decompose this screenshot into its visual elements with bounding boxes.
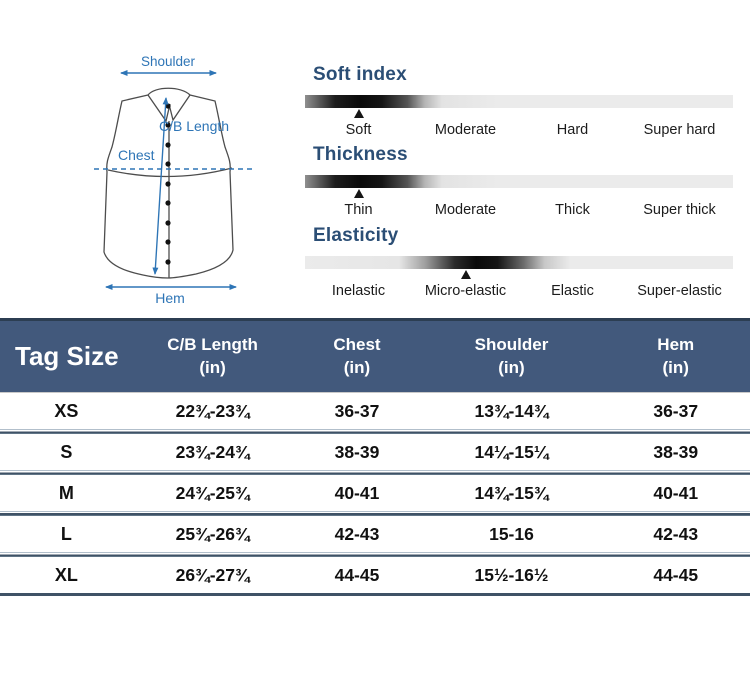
shirt-diagram: Shoulder C/B Length Chest Hem <box>94 54 253 306</box>
table-row-l: L 25¾-26¾ 42-43 15-16 42-43 <box>0 516 750 552</box>
cell-hem: 38-39 <box>653 441 699 462</box>
cell-size: L <box>60 523 72 544</box>
scale-label: Moderate <box>434 122 497 138</box>
scale-soft-index: Soft index Soft Moderate Hard Super hard <box>305 63 733 138</box>
table-row-s: S 23¾-24¾ 38-39 14¼-15¼ 38-39 <box>0 434 750 470</box>
soft-index-gradient-bar <box>305 95 733 108</box>
scale-label: Thick <box>555 202 590 218</box>
row-divider <box>0 470 750 475</box>
header-cell-tag-size: Tag Size <box>0 321 133 392</box>
cell-hem: 44-45 <box>653 564 699 585</box>
scale-label: Soft <box>345 122 372 138</box>
cell-cb-length: 24¾-25¾ <box>175 482 250 503</box>
cell-shoulder: 14¼-15¼ <box>474 441 549 462</box>
tag-size-header-label: Tag Size <box>15 340 119 371</box>
table-bottom-rule <box>0 593 750 596</box>
cell-chest: 44-45 <box>334 564 380 585</box>
column-label: Shoulder <box>474 335 549 355</box>
cell-cb-length: 22¾-23¾ <box>175 400 250 421</box>
cell-chest: 40-41 <box>334 482 380 503</box>
thickness-marker-icon <box>353 189 364 198</box>
header-cell-hem: Hem (in) <box>601 321 749 392</box>
scale-label: Hard <box>556 122 589 138</box>
column-unit: (in) <box>498 357 525 377</box>
scale-label: Micro-elastic <box>424 283 507 299</box>
cell-size: XS <box>54 400 79 421</box>
row-divider <box>0 552 750 557</box>
thickness-gradient-bar <box>305 175 733 188</box>
cell-shoulder: 15-16 <box>489 523 534 544</box>
cell-hem: 36-37 <box>653 400 699 421</box>
cell-size: S <box>60 441 73 462</box>
cell-hem: 42-43 <box>653 523 699 544</box>
cell-chest: 42-43 <box>334 523 380 544</box>
cell-chest: 38-39 <box>334 441 380 462</box>
table-row-m: M 24¾-25¾ 40-41 14¾-15¾ 40-41 <box>0 475 750 511</box>
scale-label: Moderate <box>434 202 497 218</box>
cb-length-measure-arrow <box>152 97 169 275</box>
column-unit: (in) <box>662 357 689 377</box>
scale-labels: Thin Moderate Thick Super thick <box>305 202 733 218</box>
scale-title: Soft index <box>313 64 407 85</box>
scale-title: Thickness <box>313 144 408 165</box>
table-row-xl: XL 26¾-27¾ 44-45 15½-16½ 44-45 <box>0 557 750 593</box>
size-table: Tag Size C/B Length (in) Chest (in) Shou… <box>0 318 750 596</box>
header-cell-shoulder: Shoulder (in) <box>421 321 601 392</box>
scale-thickness: Thickness Thin Moderate Thick Super thic… <box>305 143 733 218</box>
hem-label: Hem <box>155 290 185 306</box>
cell-shoulder: 15½-16½ <box>474 564 549 585</box>
scale-label: Elastic <box>551 283 594 299</box>
scale-label: Super hard <box>643 122 716 138</box>
chest-label: Chest <box>118 147 155 163</box>
column-label: C/B Length <box>167 335 258 355</box>
header-divider <box>0 392 750 393</box>
collar-right-flap <box>168 94 191 122</box>
cell-cb-length: 23¾-24¾ <box>175 441 250 462</box>
scale-label: Inelastic <box>331 283 386 299</box>
soft-index-marker-icon <box>353 109 364 118</box>
scale-label: Super thick <box>643 202 716 218</box>
elasticity-marker-icon <box>460 270 471 279</box>
row-divider <box>0 429 750 434</box>
scale-labels: Inelastic Micro-elastic Elastic Super-el… <box>305 283 733 299</box>
cell-chest: 36-37 <box>334 400 380 421</box>
elasticity-gradient-bar <box>305 256 733 269</box>
scale-elasticity: Elasticity Inelastic Micro-elastic Elast… <box>305 224 733 299</box>
header-cell-chest: Chest (in) <box>292 321 421 392</box>
scale-label: Thin <box>344 202 373 218</box>
column-unit: (in) <box>343 357 371 377</box>
scale-label: Super-elastic <box>637 283 722 299</box>
column-label: Chest <box>333 335 381 355</box>
cell-size: M <box>58 482 74 503</box>
cell-size: XL <box>54 564 78 585</box>
column-unit: (in) <box>199 357 226 377</box>
column-label: Hem <box>657 335 695 355</box>
header-cell-cb-length: C/B Length (in) <box>133 321 293 392</box>
scale-title: Elasticity <box>313 225 399 246</box>
cell-cb-length: 25¾-26¾ <box>175 523 250 544</box>
cell-shoulder: 13¾-14¾ <box>474 400 549 421</box>
shoulder-label: Shoulder <box>141 54 196 69</box>
cb-length-label: C/B Length <box>159 118 229 134</box>
table-header: Tag Size C/B Length (in) Chest (in) Shou… <box>0 318 750 392</box>
cell-cb-length: 26¾-27¾ <box>175 564 250 585</box>
table-row-xs: XS 22¾-23¾ 36-37 13¾-14¾ 36-37 <box>0 393 750 429</box>
scale-labels: Soft Moderate Hard Super hard <box>305 122 733 138</box>
cell-hem: 40-41 <box>653 482 699 503</box>
row-divider <box>0 511 750 516</box>
cell-shoulder: 14¾-15¾ <box>474 482 549 503</box>
